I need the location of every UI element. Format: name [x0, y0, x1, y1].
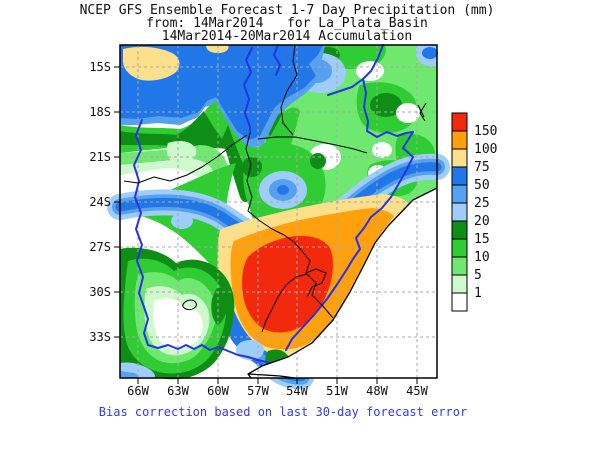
coastline	[247, 187, 438, 379]
lon-label-63w: 63W	[167, 384, 189, 398]
colorbar-label-20: 20	[474, 214, 490, 229]
lat-label-15s: 15S	[89, 60, 111, 74]
colorbar-cell-1	[451, 274, 468, 294]
contour-15mm-right-core	[370, 93, 402, 117]
colorbar-cell-20	[451, 202, 468, 222]
colorbar-cell-0	[451, 292, 468, 312]
colorbar-labels: 150 100 75 50 25 20 15 10 5 1	[474, 124, 497, 301]
sw-corner-25mm-strip	[120, 371, 139, 378]
coastline-group	[247, 187, 438, 379]
lon-label-54w: 54W	[286, 384, 308, 398]
river-small-ne	[273, 44, 281, 76]
colorbar-cell-25	[451, 184, 468, 204]
lat-label-33s: 33S	[89, 330, 111, 344]
colorbar-cell-150	[451, 112, 468, 132]
map-title-line2: from: 14Mar2014 for La_Plata_Basin	[146, 16, 428, 31]
colorbar-cell-50	[451, 166, 468, 186]
border-pilcomayo-diag	[123, 134, 248, 184]
colorbar-label-75: 75	[474, 160, 490, 175]
lat-label-18s: 18S	[89, 105, 111, 119]
lon-label-66w: 66W	[127, 384, 149, 398]
colorbar-label-15: 15	[474, 232, 490, 247]
lat-label-27s: 27S	[89, 240, 111, 254]
colorbar-cell-100	[451, 130, 468, 150]
lat-label-21s: 21S	[89, 150, 111, 164]
colorbar-label-150: 150	[474, 124, 497, 139]
rivers	[133, 44, 414, 364]
border-paraguay-river	[245, 132, 303, 252]
map-title-line3: 14Mar2014-20Mar2014 Accumulation	[162, 29, 412, 44]
lat-axis-labels: 15S 18S 21S 24S 27S 30S 33S	[89, 60, 111, 344]
river-parana-mid	[362, 78, 414, 138]
map-frame	[119, 44, 438, 379]
colorbar-cell-10	[451, 238, 468, 258]
colorbar-label-100: 100	[474, 142, 497, 157]
border-uruguay-brazil	[261, 273, 334, 333]
map-canvas	[107, 44, 450, 390]
border-loop-small	[182, 299, 197, 310]
contour-75mm-nw-yellow-small	[206, 45, 229, 53]
left-ticks	[114, 66, 120, 338]
pocket-20mm-left	[171, 213, 193, 229]
colorbar-label-1: 1	[474, 286, 482, 301]
river-uruguay	[285, 131, 414, 351]
colorbar-cell-15	[451, 220, 468, 240]
bullseye-15mm-sliver	[211, 287, 228, 325]
colorbar-label-25: 25	[474, 196, 490, 211]
contour-5mm-nw-fringe	[120, 145, 232, 180]
contour-75mm-nw-yellow	[122, 46, 180, 81]
island-15mm-dot-a	[242, 157, 262, 177]
country-borders	[123, 44, 427, 333]
pocket-50mm-corner	[422, 47, 438, 59]
coastline-estuary	[247, 373, 296, 379]
lon-label-48w: 48W	[366, 384, 388, 398]
colorbar-cells	[451, 112, 468, 312]
contour-1mm-nw-fringe	[120, 159, 216, 180]
contour-15mm-nw-band-core	[120, 111, 232, 149]
river-paraguay	[243, 47, 253, 134]
island-15mm-dot-c	[310, 153, 326, 169]
colorbar-label-5: 5	[474, 268, 482, 283]
lat-label-24s: 24S	[89, 195, 111, 209]
lon-label-57w: 57W	[247, 384, 269, 398]
dry-hole-4	[372, 142, 392, 158]
dry-hole-3	[396, 103, 420, 123]
lon-axis-labels: 66W 63W 60W 57W 54W 51W 48W 45W	[127, 384, 428, 398]
lat-label-30s: 30S	[89, 285, 111, 299]
map-title-line1: NCEP GFS Ensemble Forecast 1-7 Day Preci…	[80, 3, 495, 18]
ocean	[248, 188, 437, 378]
border-brazil-bolivia	[280, 44, 298, 136]
colorbar-cell-75	[451, 148, 468, 168]
colorbar-label-50: 50	[474, 178, 490, 193]
pocket-50mm-central	[277, 185, 289, 195]
lon-label-45w: 45W	[406, 384, 428, 398]
lon-label-51w: 51W	[326, 384, 348, 398]
axis-ticks	[114, 66, 418, 384]
bottom-ticks	[137, 378, 418, 384]
colorbar-cell-5	[451, 256, 468, 276]
border-corrientes	[301, 250, 327, 298]
lon-label-60w: 60W	[207, 384, 229, 398]
river-west	[133, 119, 271, 364]
border-bolivia-paraguay	[257, 136, 368, 154]
bias-caption: Bias correction based on last 30-day for…	[99, 405, 467, 419]
border-squiggle-ne	[417, 102, 427, 122]
colorbar-label-10: 10	[474, 250, 490, 265]
colorbar: 150 100 75 50 25 20 15 10 5 1	[451, 112, 497, 312]
